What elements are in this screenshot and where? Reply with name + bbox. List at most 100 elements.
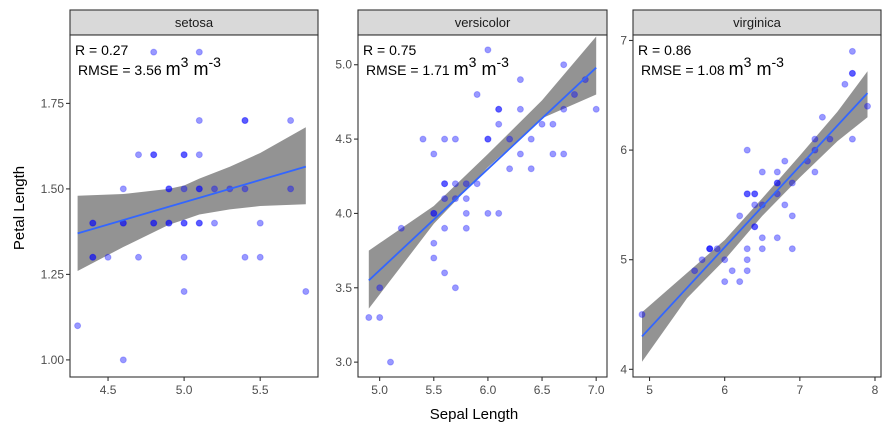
x-tick-label: 5.5 <box>425 383 442 397</box>
y-tick-label: 3.0 <box>335 355 352 369</box>
rmse-value: RMSE = 1.08 <box>641 62 725 78</box>
data-point <box>150 151 158 159</box>
data-point <box>441 269 449 277</box>
data-point <box>180 151 188 159</box>
data-point <box>506 165 514 173</box>
regression-line <box>77 165 307 235</box>
unit-exponent: 3 <box>469 54 477 70</box>
data-point <box>150 219 158 227</box>
annotation-rmse: RMSE = 1.71 m3 m-3 <box>366 54 509 79</box>
facet-strip <box>69 9 319 36</box>
data-point <box>256 253 264 261</box>
data-point <box>571 91 578 98</box>
y-tick-label: 5.0 <box>335 58 352 72</box>
y-tick-label: 1.75 <box>41 96 65 110</box>
data-point <box>743 190 751 198</box>
y-tick-label: 6 <box>620 143 627 157</box>
data-point <box>441 180 449 188</box>
data-point <box>781 157 789 165</box>
data-point <box>195 151 203 159</box>
rmse-value: RMSE = 1.71 <box>366 62 450 78</box>
data-point <box>397 224 405 232</box>
data-point <box>165 219 173 227</box>
unit-base: m <box>454 59 469 79</box>
data-point <box>180 185 188 193</box>
data-point <box>848 135 856 143</box>
data-point <box>135 151 142 159</box>
facet-strip-label: setosa <box>175 15 214 30</box>
data-point <box>241 253 249 261</box>
unit-exponent: 3 <box>181 54 189 70</box>
data-point <box>365 314 373 321</box>
data-point <box>743 245 751 253</box>
y-axis-title: Petal Length <box>11 166 28 250</box>
data-point <box>484 135 492 143</box>
confidence-ribbon <box>642 71 868 362</box>
data-point <box>818 113 826 121</box>
x-tick-label: 4.5 <box>100 383 117 397</box>
data-point <box>441 195 449 203</box>
data-point <box>195 185 203 193</box>
x-axis-title: Sepal Length <box>430 406 518 423</box>
data-point <box>211 219 218 227</box>
facet-strip-label: virginica <box>733 15 781 30</box>
facet-strip-label: versicolor <box>455 15 511 30</box>
x-tick-label: 5.5 <box>252 383 269 397</box>
data-point <box>430 209 438 217</box>
data-point <box>495 105 503 113</box>
data-point <box>811 135 819 143</box>
y-tick-label: 5 <box>620 253 627 267</box>
data-point <box>74 322 82 330</box>
data-point <box>773 179 781 187</box>
data-point <box>721 278 729 286</box>
confidence-ribbon <box>368 36 597 309</box>
data-point <box>527 135 535 143</box>
data-point <box>441 224 449 232</box>
x-tick-label: 6 <box>721 383 728 397</box>
unit-exponent: -3 <box>496 54 509 70</box>
data-point <box>560 105 568 113</box>
facet-panel-versicolor: versicolor 5.0 5.5 6.0 6.5 7.0 3.0 3.5 4.0 4.5 5.0… <box>335 9 608 397</box>
unit-base: m <box>481 59 496 79</box>
x-tick-label: 8 <box>872 383 879 397</box>
data-point <box>826 135 834 143</box>
data-point <box>751 190 759 198</box>
data-point <box>773 168 781 176</box>
data-point <box>527 165 535 173</box>
data-point <box>592 105 600 113</box>
data-point <box>516 76 524 84</box>
y-tick-label: 7 <box>620 33 627 47</box>
annotation-r: R = 0.27 <box>75 42 129 58</box>
annotation-r: R = 0.75 <box>363 42 417 58</box>
data-point <box>743 190 751 198</box>
data-point <box>773 234 781 242</box>
data-point <box>788 212 796 220</box>
data-point <box>376 284 384 292</box>
data-point <box>743 267 751 275</box>
data-point <box>721 256 729 264</box>
data-point <box>773 179 781 187</box>
unit-base: m <box>166 59 181 79</box>
data-point <box>89 219 97 227</box>
data-point <box>848 47 856 55</box>
data-point <box>713 245 721 253</box>
data-point <box>758 168 766 176</box>
data-point <box>180 253 188 261</box>
data-point <box>841 80 849 88</box>
data-point <box>751 223 759 231</box>
data-point <box>538 120 546 128</box>
data-point <box>441 180 449 188</box>
data-point <box>241 117 249 124</box>
data-point <box>241 117 249 124</box>
annotation-rmse: RMSE = 1.08 m3 m-3 <box>641 54 784 79</box>
y-tick-label: 1.00 <box>41 353 65 367</box>
x-tick-label: 6.0 <box>480 383 497 397</box>
data-point <box>150 48 158 56</box>
data-point <box>430 239 438 247</box>
data-point <box>495 120 503 128</box>
data-point <box>706 245 714 253</box>
data-point <box>781 201 789 209</box>
data-point <box>376 314 384 321</box>
data-point <box>743 146 751 154</box>
